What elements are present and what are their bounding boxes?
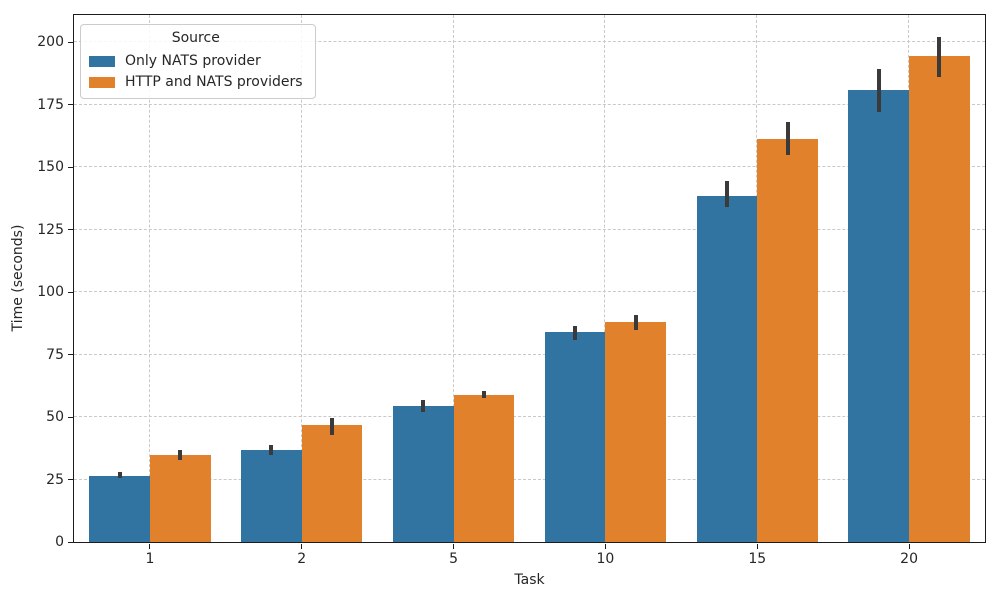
y-tick-label-75: 75: [46, 346, 64, 363]
y-tick-label-0: 0: [55, 534, 64, 550]
legend-label-http-and-nats-providers: HTTP and NATS providers: [125, 74, 303, 90]
bar-only-nats-provider-task-2: [241, 449, 302, 542]
legend-entry-http-and-nats-providers: HTTP and NATS providers: [89, 74, 303, 90]
legend: Source Only NATS provider HTTP and NATS …: [80, 24, 316, 99]
errorbar-only-nats-provider-task-1: [117, 472, 122, 479]
x-tick-label-20: 20: [900, 551, 918, 567]
y-tick-label-150: 150: [37, 159, 64, 176]
bar-http-and-nats-providers-task-20: [909, 56, 970, 542]
errorbar-http-and-nats-providers-task-10: [633, 314, 638, 330]
x-axis-label: Task: [514, 572, 545, 588]
legend-label-only-nats-provider: Only NATS provider: [125, 53, 261, 69]
bar-http-and-nats-providers-task-1: [149, 454, 211, 542]
x-tick-label-15: 15: [748, 551, 767, 567]
errorbar-http-and-nats-providers-task-15: [785, 122, 790, 155]
bar-http-and-nats-providers-task-10: [605, 322, 667, 542]
gridline-y-100: [74, 291, 985, 293]
errorbar-only-nats-provider-task-2: [269, 444, 274, 455]
gridline-y-50: [74, 416, 985, 418]
bar-only-nats-provider-task-1: [89, 475, 150, 542]
errorbar-only-nats-provider-task-20: [876, 68, 881, 113]
legend-swatch-blue: [89, 55, 115, 67]
y-tick-mark-25: [68, 479, 73, 481]
errorbar-only-nats-provider-task-15: [724, 181, 729, 208]
legend-title: Source: [171, 30, 220, 46]
y-tick-mark-0: [68, 541, 73, 543]
plot-area: Source Only NATS provider HTTP and NATS …: [73, 14, 986, 543]
x-tick-mark-5: [453, 544, 455, 549]
x-tick-label-10: 10: [596, 551, 615, 567]
bar-only-nats-provider-task-15: [696, 196, 758, 542]
gridline-y-25: [74, 478, 985, 480]
y-tick-mark-175: [68, 104, 73, 106]
x-tick-mark-15: [756, 544, 758, 549]
x-tick-mark-1: [149, 544, 151, 549]
y-tick-label-100: 100: [37, 284, 64, 301]
errorbar-http-and-nats-providers-task-2: [330, 418, 335, 435]
y-tick-mark-200: [68, 41, 73, 43]
y-tick-mark-100: [68, 291, 73, 293]
gridline-y-150: [74, 166, 985, 168]
gridline-y-125: [74, 228, 985, 230]
legend-entry-only-nats-provider: Only NATS provider: [89, 53, 303, 69]
y-tick-label-200: 200: [37, 34, 64, 51]
errorbar-only-nats-provider-task-5: [421, 399, 426, 413]
y-tick-label-125: 125: [37, 221, 64, 238]
x-tick-label-5: 5: [449, 551, 459, 567]
gridline-x-2: [300, 15, 302, 542]
legend-swatch-orange: [89, 76, 115, 88]
bar-http-and-nats-providers-task-5: [453, 394, 515, 542]
bar-only-nats-provider-task-20: [848, 89, 910, 542]
y-tick-mark-75: [68, 354, 73, 356]
errorbar-http-and-nats-providers-task-20: [937, 37, 942, 78]
gridline-y-75: [74, 353, 985, 355]
y-tick-label-25: 25: [46, 471, 64, 488]
bar-http-and-nats-providers-task-15: [757, 138, 818, 542]
y-tick-mark-125: [68, 229, 73, 231]
errorbar-http-and-nats-providers-task-5: [481, 390, 486, 399]
errorbar-only-nats-provider-task-10: [573, 325, 578, 340]
y-tick-mark-50: [68, 416, 73, 418]
gridline-y-175: [74, 103, 985, 105]
gridline-y-200: [74, 41, 985, 43]
bar-only-nats-provider-task-10: [544, 332, 606, 542]
gridline-x-10: [604, 15, 606, 542]
x-tick-mark-20: [908, 544, 910, 549]
y-tick-label-175: 175: [37, 96, 64, 113]
x-tick-label-2: 2: [297, 551, 307, 567]
x-tick-label-1: 1: [145, 551, 155, 567]
gridline-x-5: [452, 15, 454, 542]
gridline-x-1: [148, 15, 150, 542]
bar-only-nats-provider-task-5: [392, 405, 454, 542]
y-tick-label-50: 50: [46, 409, 64, 426]
bar-http-and-nats-providers-task-2: [301, 424, 363, 542]
errorbar-http-and-nats-providers-task-1: [178, 449, 183, 460]
x-tick-mark-2: [301, 544, 303, 549]
x-tick-mark-10: [604, 544, 606, 549]
y-tick-mark-150: [68, 166, 73, 168]
